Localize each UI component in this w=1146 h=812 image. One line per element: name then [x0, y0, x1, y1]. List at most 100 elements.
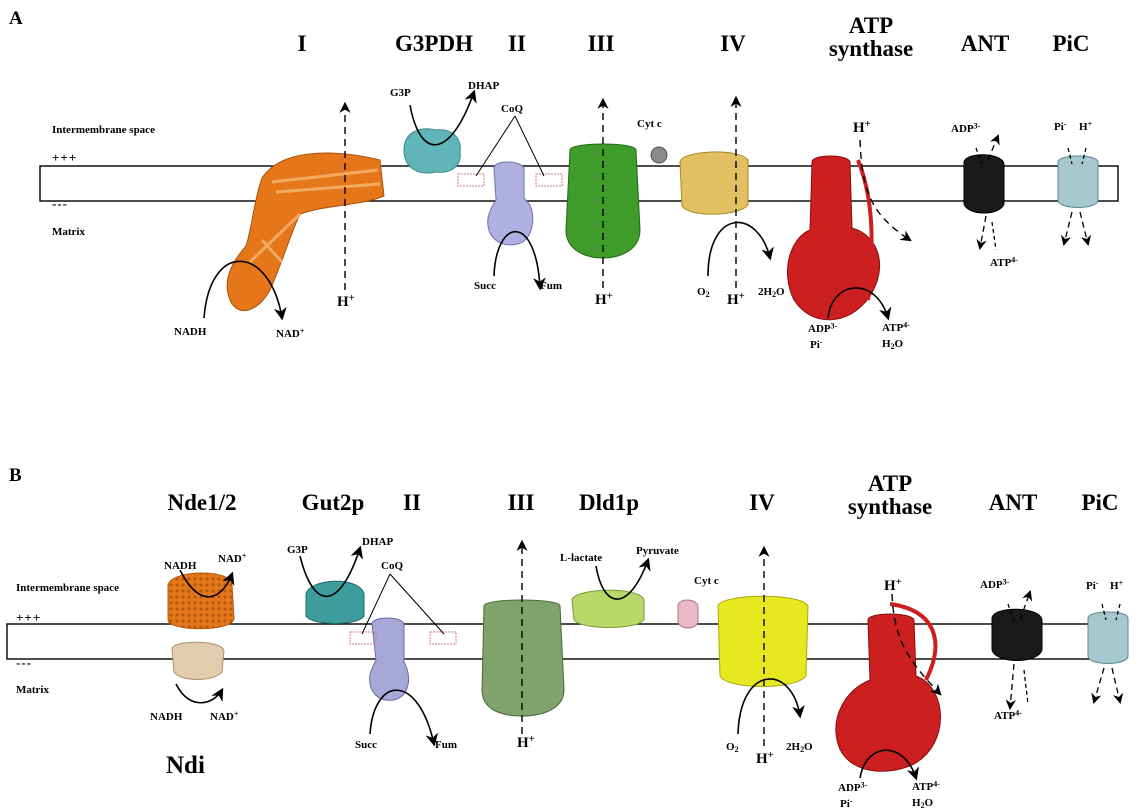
gut2p-title: Gut2p — [301, 490, 365, 515]
succinate-label: Succ — [474, 280, 496, 292]
coq-right-structure — [535, 173, 563, 187]
atp-synthase-proton-label: H+ — [853, 118, 871, 136]
negative-side-label: --- — [52, 196, 68, 211]
atp-synthase-b-title-line1: ATP — [867, 471, 913, 496]
nde-nadh-label: NADH — [164, 560, 197, 572]
water-b-label: 2H2O — [786, 741, 813, 754]
ant-adp-label: ADP3- — [951, 121, 981, 135]
nde-structure — [167, 572, 235, 630]
complex-iii-proton-label: H+ — [595, 290, 613, 308]
gut2p-structure — [305, 580, 365, 624]
pi-label: Pi- — [810, 337, 823, 351]
atp-water-label: H2O — [882, 338, 904, 351]
intermembrane-space-b-label: Intermembrane space — [16, 582, 119, 594]
pic-b-title: PiC — [1081, 490, 1119, 515]
complex-iii-b-structure — [481, 599, 565, 717]
complex-iv-b-structure — [717, 595, 809, 687]
pic-b-pi-label: Pi- — [1086, 578, 1099, 592]
pic-proton-label: H+ — [1079, 119, 1093, 133]
complex-i-structure — [226, 152, 385, 311]
coq-right-b-structure — [429, 631, 457, 645]
pic-pi-label: Pi- — [1054, 119, 1067, 133]
pi-b-label: Pi- — [840, 796, 853, 810]
ant-b-structure — [991, 608, 1043, 661]
fumarate-b-label: Fum — [435, 739, 457, 751]
complex-ii-b-structure — [349, 617, 457, 701]
water-label: 2H2O — [758, 286, 785, 299]
positive-side-b-label: +++ — [16, 610, 42, 625]
atp-synthase-b-title: ATP synthase — [848, 472, 932, 519]
ant-title: ANT — [960, 31, 1010, 56]
complex-i-proton-label: H+ — [337, 292, 355, 310]
adp-label: ADP3- — [808, 321, 838, 335]
dld1p-structure — [571, 589, 645, 628]
complex-ii-structure — [457, 161, 563, 246]
negative-side-b-label: --- — [16, 655, 32, 670]
nde-nad-plus-label: NAD+ — [218, 551, 247, 565]
ndi-nad-plus-label: NAD+ — [210, 709, 239, 723]
nde-title: Nde1/2 — [167, 490, 237, 515]
l-lactate-label: L-lactate — [560, 552, 603, 564]
complex-iv-title: IV — [720, 31, 746, 56]
complex-iii-title: III — [587, 31, 615, 56]
pic-b-proton-label: H+ — [1110, 578, 1124, 592]
adp-b-label: ADP3- — [838, 780, 868, 794]
pyruvate-label: Pyruvate — [636, 545, 679, 557]
ant-b-atp-label: ATP4- — [994, 708, 1022, 722]
complex-ii-b-title: II — [403, 490, 421, 515]
atp-synthase-title: ATP synthase — [829, 14, 913, 61]
cyt-c-b-structure — [677, 599, 699, 629]
pic-structure — [1057, 155, 1099, 208]
atp-synthase-b-structure — [835, 602, 941, 772]
cyt-c-structure — [650, 146, 668, 164]
complex-ii-title: II — [508, 31, 526, 56]
complex-i-title: I — [297, 31, 307, 56]
complex-iii-b-proton-label: H+ — [517, 733, 535, 751]
cyt-c-b-label: Cyt c — [694, 575, 719, 587]
atp-label: ATP4- — [882, 320, 910, 334]
gut2p-g3p-label: G3P — [287, 544, 308, 556]
matrix-b-label: Matrix — [16, 684, 49, 696]
ant-b-title: ANT — [988, 490, 1038, 515]
oxygen-label: O2 — [697, 286, 710, 299]
panel-a-graphics — [39, 89, 1119, 321]
dld1p-title: Dld1p — [578, 490, 640, 515]
fumarate-label: Fum — [540, 280, 562, 292]
ant-b-adp-label: ADP3- — [980, 577, 1010, 591]
cyt-c-label: Cyt c — [637, 118, 662, 130]
complex-iv-structure — [679, 151, 749, 215]
complex-iv-b-title: IV — [749, 490, 775, 515]
ndi-structure — [171, 641, 225, 680]
g3pdh-title: G3PDH — [395, 31, 473, 56]
atp-synthase-b-proton-label: H+ — [884, 576, 902, 594]
gut2p-dhap-label: DHAP — [362, 536, 394, 548]
nad-plus-label: NAD+ — [276, 326, 305, 340]
panel-b-graphics — [6, 539, 1129, 781]
complex-iv-b-proton-label: H+ — [756, 749, 774, 767]
complex-iv-proton-label: H+ — [727, 290, 745, 308]
positive-side-label: +++ — [52, 150, 78, 165]
coq-b-label: CoQ — [381, 560, 403, 572]
atp-synthase-title-line1: ATP — [848, 13, 894, 38]
dhap-label: DHAP — [468, 80, 500, 92]
oxygen-b-label: O2 — [726, 741, 739, 754]
panel-b-letter: B — [9, 465, 22, 486]
atp-synthase-title-line2: synthase — [828, 36, 914, 62]
atp-synthase-b-title-line2: synthase — [847, 494, 933, 520]
atp-synthase-structure — [787, 155, 881, 321]
pic-b-structure — [1087, 611, 1129, 664]
panel-a-letter: A — [9, 8, 23, 29]
pic-title: PiC — [1052, 31, 1090, 56]
complex-iii-b-title: III — [507, 490, 535, 515]
ndi-nadh-label: NADH — [150, 711, 183, 723]
coq-left-b-structure — [349, 631, 377, 645]
ant-structure — [963, 154, 1005, 214]
intermembrane-space-label: Intermembrane space — [52, 124, 155, 136]
coq-left-structure — [457, 173, 485, 187]
nadh-label: NADH — [174, 326, 207, 338]
g3p-label: G3P — [390, 87, 411, 99]
ndi-title: Ndi — [166, 752, 205, 779]
succinate-b-label: Succ — [355, 739, 377, 751]
